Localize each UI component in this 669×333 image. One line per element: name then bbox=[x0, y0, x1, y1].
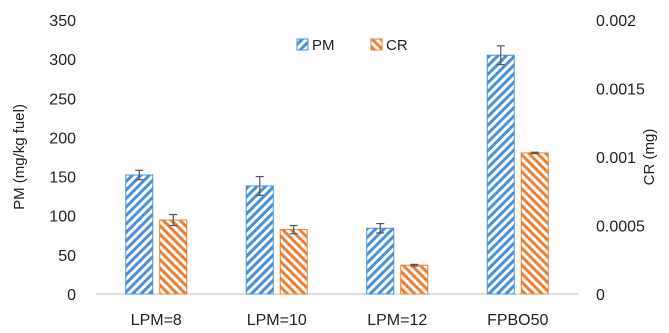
error-bar-pm bbox=[135, 169, 144, 181]
y-tick-label-left: 300 bbox=[49, 52, 76, 69]
error-bars bbox=[135, 45, 539, 267]
bar-pm bbox=[486, 54, 515, 295]
error-bar-pm bbox=[376, 222, 385, 234]
bar-pm bbox=[245, 185, 274, 295]
y-tick-label-left: 50 bbox=[58, 248, 76, 265]
x-ticks: LPM=8 LPM=10 LPM=12 FPBO50 bbox=[131, 312, 549, 329]
y-tick-label-right: 0 bbox=[596, 287, 605, 304]
y-tick-label-left: 0 bbox=[67, 287, 76, 304]
x-tick-label: FPBO50 bbox=[487, 312, 548, 329]
y-tick-label-left: 250 bbox=[49, 91, 76, 108]
legend-item-cr: CR bbox=[370, 37, 408, 54]
y-tick-label-right: 0.0005 bbox=[596, 219, 645, 236]
bar-cr bbox=[400, 264, 429, 295]
y-tick-label-left: 100 bbox=[49, 209, 76, 226]
y-tick-label-right: 0.001 bbox=[596, 150, 636, 167]
bar-cr bbox=[520, 152, 549, 295]
legend-swatch-pm bbox=[296, 38, 309, 51]
bars bbox=[125, 54, 549, 295]
y-ticks-left: 0 50 100 150 200 250 300 350 bbox=[49, 13, 76, 304]
y-axis-title-left: PM (mg/kg fuel) bbox=[11, 104, 28, 210]
legend-label-cr: CR bbox=[386, 37, 408, 54]
y-tick-label-right: 0.0015 bbox=[596, 82, 645, 99]
y-tick-label-left: 200 bbox=[49, 130, 76, 147]
x-tick-label: LPM=10 bbox=[247, 312, 307, 329]
y-tick-label-right: 0.002 bbox=[596, 13, 636, 30]
error-bar-cr bbox=[169, 213, 178, 227]
legend: PM CR bbox=[296, 37, 408, 54]
error-bar-cr bbox=[410, 263, 419, 267]
error-bar-pm bbox=[496, 45, 505, 66]
y-ticks-right: 0 0.0005 0.001 0.0015 0.002 bbox=[596, 13, 645, 304]
bar-cr bbox=[279, 229, 308, 295]
y-axis-title-right: CR (mg) bbox=[641, 129, 658, 186]
bar-cr bbox=[159, 219, 188, 295]
bar-pm bbox=[366, 227, 395, 295]
y-tick-label-left: 350 bbox=[49, 13, 76, 30]
error-bar-cr bbox=[289, 224, 298, 235]
x-tick-label: LPM=8 bbox=[131, 312, 182, 329]
legend-item-pm: PM bbox=[296, 37, 335, 54]
y-tick-label-left: 150 bbox=[49, 170, 76, 187]
x-tick-label: LPM=12 bbox=[367, 312, 427, 329]
bar-pm bbox=[125, 174, 154, 295]
error-bar-pm bbox=[255, 175, 264, 196]
legend-label-pm: PM bbox=[312, 37, 335, 54]
error-bar-cr bbox=[530, 151, 539, 155]
legend-swatch-cr bbox=[370, 38, 383, 51]
